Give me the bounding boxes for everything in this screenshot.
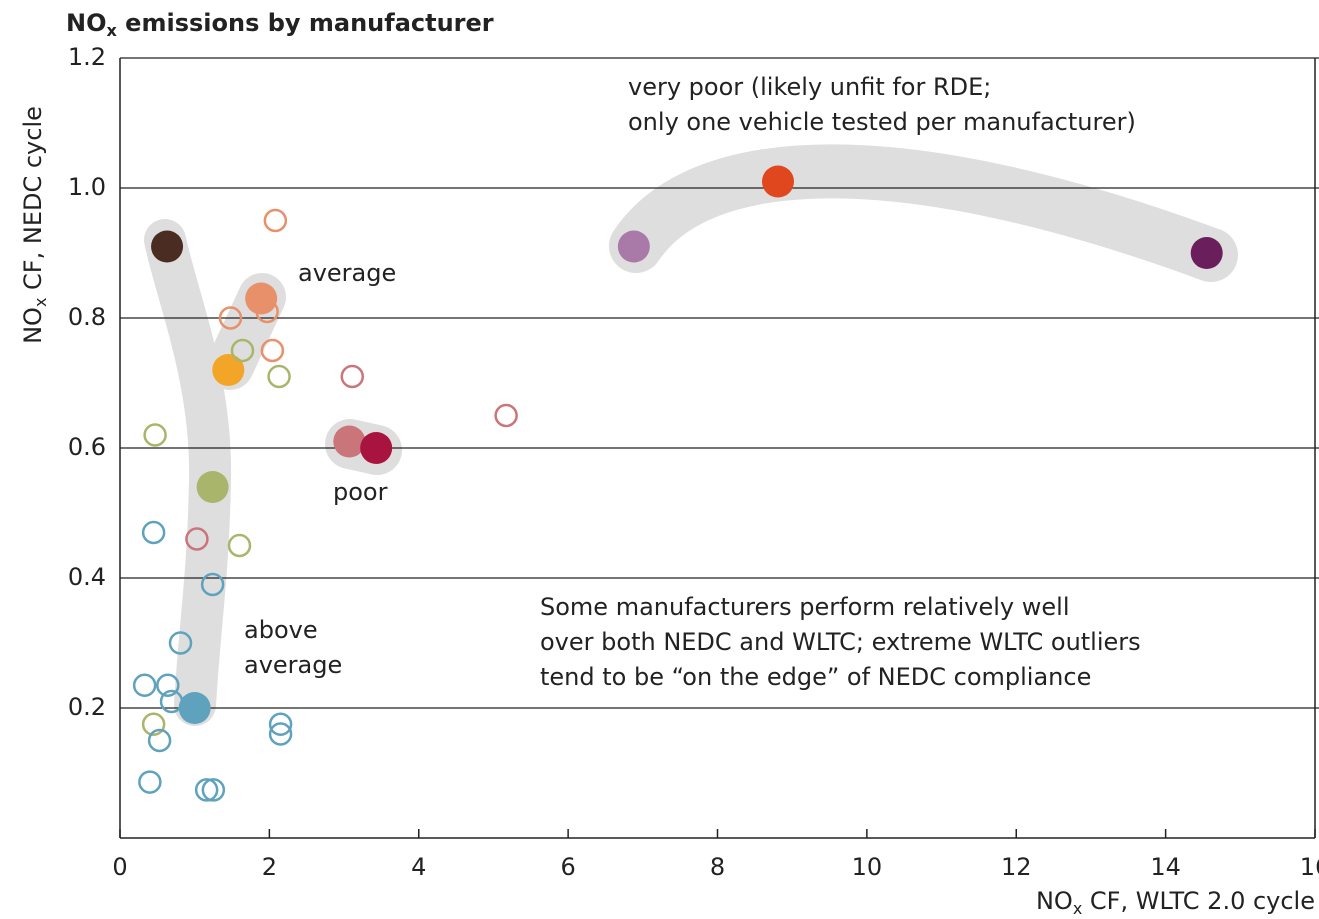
point	[141, 520, 166, 545]
x-axis-label-part: NO	[1036, 887, 1073, 915]
point	[267, 364, 291, 389]
point	[268, 722, 293, 746]
point	[340, 364, 365, 389]
annotation: Some manufacturers perform relatively we…	[540, 593, 1070, 621]
x-tick-label: 0	[112, 853, 127, 881]
annotation: very poor (likely unfit for RDE;	[628, 73, 991, 101]
point	[151, 230, 184, 263]
annotation: only one vehicle tested per manufacturer…	[628, 108, 1136, 136]
point	[227, 533, 252, 558]
point	[360, 432, 393, 464]
y-tick-label: 0.2	[68, 693, 106, 721]
point	[194, 778, 219, 802]
point	[141, 712, 166, 736]
point	[218, 306, 243, 330]
point	[617, 230, 650, 263]
grouping-very-poor	[609, 144, 1238, 282]
y-tick-label: 0.4	[68, 563, 106, 591]
y-tick-label: 1.0	[68, 173, 106, 201]
point	[263, 208, 288, 233]
y-tick-label: 0.6	[68, 433, 106, 461]
point	[196, 471, 229, 503]
chart-title-part: x	[107, 21, 118, 40]
annotation: average	[298, 259, 396, 287]
chart-title-part: NO	[66, 9, 107, 37]
annotation: above	[244, 616, 318, 644]
point	[168, 631, 193, 655]
point	[1190, 237, 1223, 269]
y-axis-label-part: x	[31, 298, 50, 307]
point	[212, 354, 245, 386]
point	[761, 165, 794, 198]
point	[230, 338, 255, 363]
y-tick-label: 0.8	[68, 303, 106, 331]
y-axis-label: NOx CF, NEDC cycle	[19, 106, 50, 344]
x-tick-label: 6	[560, 853, 575, 881]
annotation: poor	[333, 478, 388, 506]
chart-title: NOx emissions by manufacturer	[66, 9, 494, 40]
chart-title-part: emissions by manufacturer	[117, 9, 494, 37]
point	[147, 728, 172, 753]
x-axis-label-part: x	[1073, 899, 1082, 918]
x-axis-label: NOx CF, WLTC 2.0 cycle	[1036, 887, 1315, 918]
groupings	[144, 144, 1238, 726]
point	[200, 572, 225, 597]
y-axis-label-part: NO	[19, 307, 47, 344]
annotation: average	[244, 651, 342, 679]
point	[333, 425, 366, 458]
point	[138, 770, 162, 794]
point	[245, 282, 278, 315]
x-tick-label: 12	[1001, 853, 1032, 881]
point	[132, 673, 157, 697]
point	[178, 692, 211, 724]
point	[159, 689, 184, 714]
x-tick-label: 10	[852, 853, 883, 881]
annotation: tend to be “on the edge” of NEDC complia…	[540, 663, 1091, 691]
x-axis-label-part: CF, WLTC 2.0 cycle	[1082, 887, 1315, 915]
point	[260, 338, 285, 363]
x-tick-label: 16	[1300, 853, 1319, 881]
point	[255, 299, 279, 324]
y-tick-label: 1.2	[68, 43, 106, 71]
point	[143, 423, 167, 447]
x-tick-label: 14	[1150, 853, 1181, 881]
point	[201, 778, 226, 802]
point	[494, 403, 518, 428]
annotation: over both NEDC and WLTC; extreme WLTC ou…	[540, 628, 1141, 656]
x-tick-label: 2	[262, 853, 277, 881]
x-tick-label: 8	[710, 853, 725, 881]
point	[156, 673, 180, 697]
point	[268, 712, 293, 736]
point	[185, 527, 209, 551]
x-tick-label: 4	[411, 853, 426, 881]
y-axis-label-part: CF, NEDC cycle	[19, 106, 47, 297]
